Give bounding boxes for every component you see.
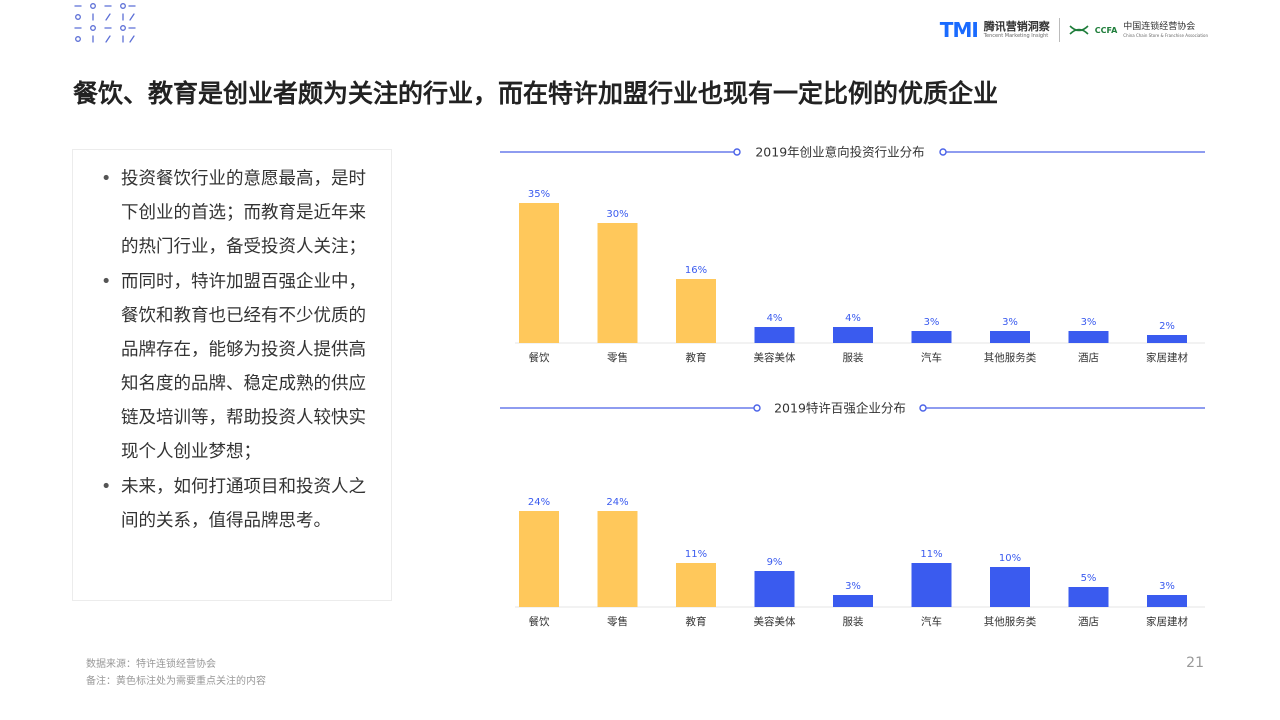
chart-title-circle	[733, 148, 741, 156]
data-label: 24%	[528, 497, 550, 508]
chart-title: 2019特许百强企业分布	[774, 401, 906, 416]
bar	[754, 327, 795, 343]
data-label: 11%	[685, 549, 707, 560]
data-source: 数据来源：特许连锁经营协会	[86, 659, 216, 670]
data-label: 4%	[845, 313, 861, 324]
ccfa-name-cn: 中国连锁经营协会	[1123, 21, 1196, 32]
page-number: 21	[1186, 655, 1204, 671]
tmi-name-cn: 腾讯营销洞察	[983, 20, 1050, 33]
bar	[833, 595, 873, 607]
data-label: 2%	[1159, 321, 1175, 332]
data-label: 11%	[920, 549, 942, 560]
data-label: 16%	[685, 265, 707, 276]
category-label: 零售	[607, 615, 628, 628]
category-label: 其他服务类	[984, 615, 1037, 628]
footer-notes: 数据来源：特许连锁经营协会 备注：黄色标注处为需要重点关注的内容	[86, 656, 266, 690]
bar	[676, 563, 716, 607]
bar	[1068, 331, 1109, 343]
summary-bullet: 投资餐饮行业的意愿最高，是时下创业的首选；而教育是近年来的热门行业，备受投资人关…	[101, 162, 371, 264]
category-label: 家居建材	[1146, 615, 1188, 628]
category-label: 美容美体	[754, 615, 796, 628]
category-label: 酒店	[1078, 615, 1099, 628]
ccfa-name: 中国连锁经营协会 China Chain Store & Franchise A…	[1123, 21, 1208, 38]
data-label: 35%	[528, 189, 550, 200]
bar	[1147, 335, 1187, 343]
bar	[519, 203, 559, 343]
data-label: 3%	[924, 317, 940, 328]
category-label: 汽车	[921, 351, 942, 364]
bar	[1147, 595, 1187, 607]
summary-list: 投资餐饮行业的意愿最高，是时下创业的首选；而教育是近年来的热门行业，备受投资人关…	[73, 150, 391, 538]
category-label: 其他服务类	[984, 351, 1037, 364]
bar	[990, 331, 1030, 343]
chart-title: 2019年创业意向投资行业分布	[755, 145, 924, 160]
data-label: 10%	[999, 553, 1021, 564]
data-label: 3%	[845, 581, 861, 592]
category-label: 汽车	[921, 615, 942, 628]
category-label: 美容美体	[754, 351, 796, 364]
tmi-name: 腾讯营销洞察 Tencent Marketing Insight	[984, 21, 1050, 39]
bar	[754, 571, 795, 607]
chart-title-circle	[753, 404, 761, 412]
bar-charts: 2019年创业意向投资行业分布 35% 餐饮 30% 零售 16% 教育 4% 美容美体 4% 服装…	[500, 145, 1205, 628]
bar	[833, 327, 873, 343]
bar	[1068, 587, 1109, 607]
bar	[597, 223, 638, 343]
footnote: 备注：黄色标注处为需要重点关注的内容	[86, 676, 266, 687]
logo-divider	[1058, 18, 1060, 42]
tmi-name-en: Tencent Marketing Insight	[983, 33, 1049, 39]
ccfa-name-en: China Chain Store & Franchise Associatio…	[1123, 32, 1208, 38]
bar	[911, 331, 952, 343]
category-label: 餐饮	[529, 351, 550, 364]
category-label: 教育	[686, 615, 707, 628]
data-label: 3%	[1159, 581, 1175, 592]
data-label: 4%	[767, 313, 783, 324]
bar	[990, 567, 1030, 607]
bar	[519, 511, 559, 607]
chart-title-circle	[939, 148, 947, 156]
decorative-pattern	[74, 3, 136, 43]
summary-box: 投资餐饮行业的意愿最高，是时下创业的首选；而教育是近年来的热门行业，备受投资人关…	[72, 149, 392, 601]
category-label: 服装	[843, 615, 864, 628]
category-label: 家居建材	[1146, 351, 1188, 364]
data-label: 3%	[1081, 317, 1097, 328]
tmi-logo: TMI	[939, 18, 979, 42]
bar	[597, 511, 638, 607]
summary-bullet: 而同时，特许加盟百强企业中，餐饮和教育也已经有不少优质的品牌存在，能够为投资人提…	[101, 265, 371, 469]
page-title: 餐饮、教育是创业者颇为关注的行业，而在特许加盟行业也现有一定比例的优质企业	[73, 79, 999, 108]
data-label: 30%	[606, 209, 628, 220]
bar	[911, 563, 952, 607]
bar	[676, 279, 716, 343]
ccfa-logo-mark: CCFA	[1094, 25, 1118, 35]
data-label: 3%	[1002, 317, 1018, 328]
summary-bullet: 未来，如何打通项目和投资人之间的关系，值得品牌思考。	[101, 470, 371, 538]
category-label: 服装	[843, 351, 864, 364]
category-label: 酒店	[1078, 351, 1099, 364]
chart-title-circle	[919, 404, 927, 412]
category-label: 零售	[607, 351, 628, 364]
header-logos: TMI 腾讯营销洞察 Tencent Marketing Insight CCF…	[940, 18, 1208, 42]
category-label: 教育	[686, 351, 707, 364]
data-label: 24%	[606, 497, 628, 508]
data-label: 5%	[1081, 573, 1097, 584]
ccfa-emblem-icon	[1069, 25, 1089, 35]
category-label: 餐饮	[529, 615, 550, 628]
data-label: 9%	[767, 557, 783, 568]
